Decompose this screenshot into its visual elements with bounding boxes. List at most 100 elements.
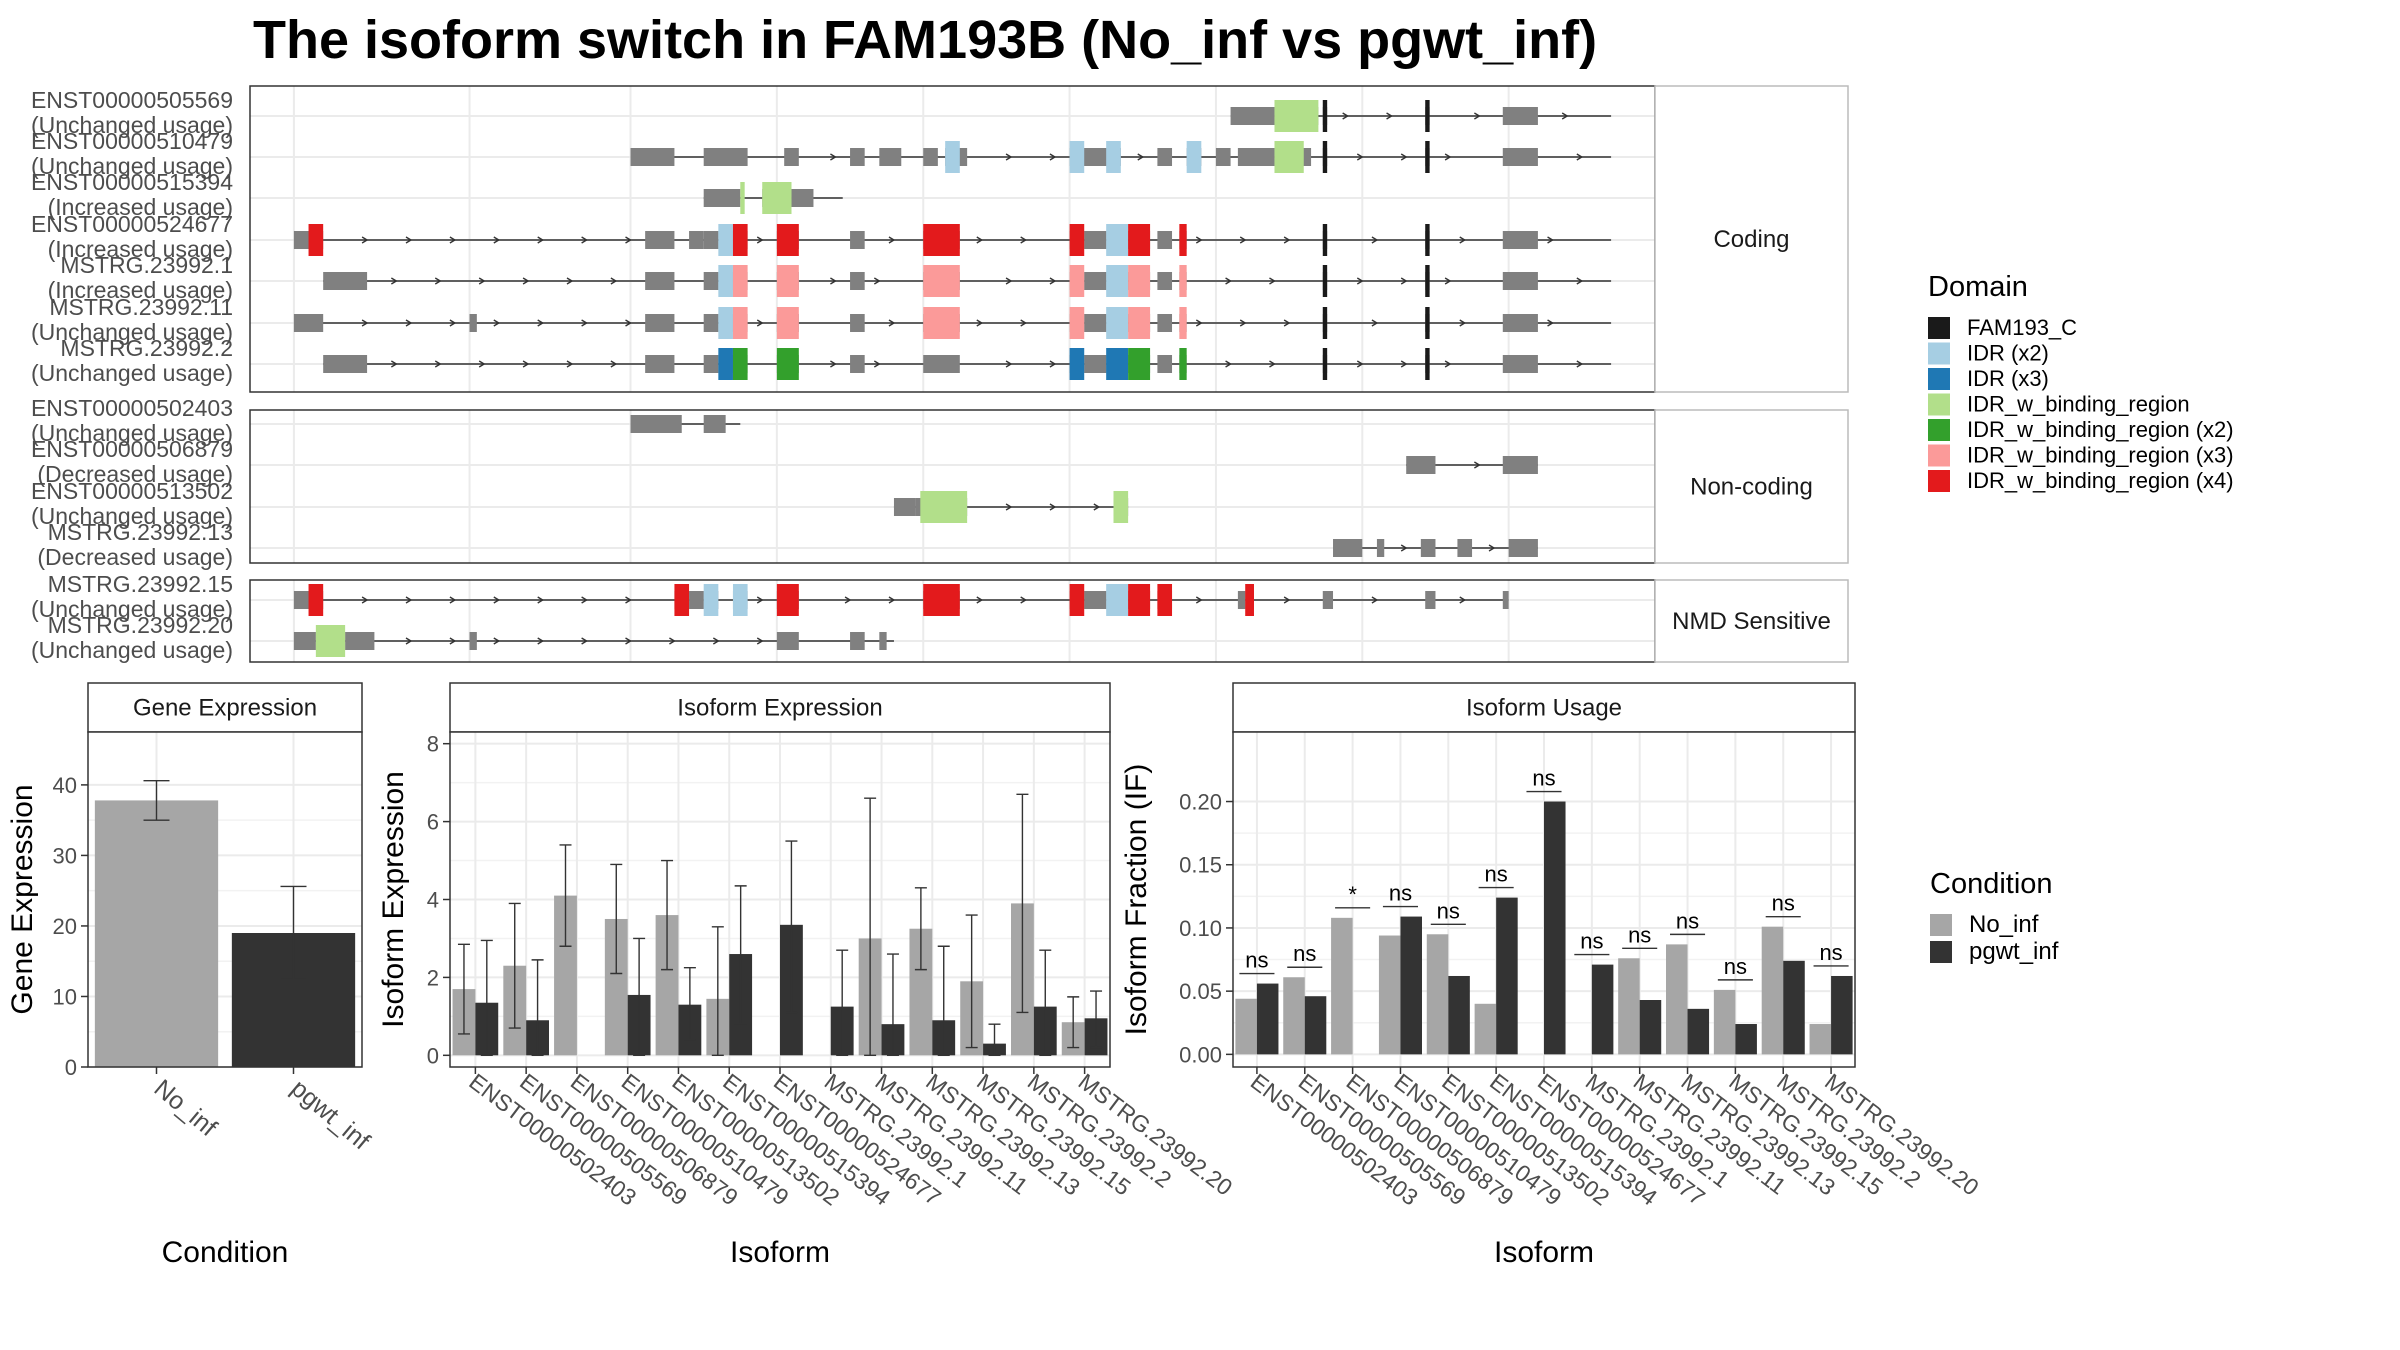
strand-arrow: [1020, 596, 1028, 604]
domain-idr-w-binding-region-x3-: [1069, 265, 1085, 297]
domain-idr-w-binding-region-x4-: [308, 224, 324, 256]
exon: [1425, 591, 1436, 609]
strand-arrow: [844, 596, 852, 604]
isoform-status: (Unchanged usage): [31, 360, 233, 386]
strand-arrow: [1356, 277, 1364, 285]
domain-idr-x2-: [1186, 141, 1202, 173]
strand-arrow: [1195, 236, 1203, 244]
strand-arrow: [449, 319, 457, 327]
strand-arrow: [493, 596, 501, 604]
y-tick-label: 0.15: [1179, 853, 1222, 878]
strand-arrow: [566, 277, 574, 285]
strand-arrow: [522, 277, 530, 285]
strand-arrow: [625, 637, 632, 645]
panel-border: [87, 731, 363, 1068]
y-tick-label: 2: [427, 965, 439, 990]
domain-idr-w-binding-region: [920, 491, 968, 523]
error-bar: [886, 953, 899, 1057]
x-axis-title: Isoform: [1494, 1236, 1594, 1269]
domain-idr-w-binding-region-x3-: [776, 307, 799, 339]
strand-arrow: [1239, 319, 1247, 327]
facet-strip-label: Coding: [1713, 226, 1789, 253]
exon: [1230, 107, 1275, 125]
strand-arrow: [1269, 360, 1276, 368]
domain-idr-w-binding-region-x2-: [1128, 348, 1151, 380]
exon: [1502, 355, 1538, 373]
domain-idr-x3-: [1069, 348, 1085, 380]
strand-arrow: [1283, 596, 1291, 604]
domain-idr-w-binding-region-x4-: [923, 224, 960, 256]
domain-fam193-c: [1425, 141, 1430, 173]
strand-arrow: [1005, 360, 1013, 368]
facet-strip: [87, 682, 363, 733]
y-axis-title: Isoform Expression: [377, 771, 410, 1028]
domain-idr-x2-: [718, 265, 733, 297]
legend-label: FAM193_C: [1967, 315, 2077, 340]
bar: [1687, 1008, 1710, 1055]
bar: [1831, 975, 1853, 1055]
bar: [1474, 1003, 1497, 1055]
facet-strip: [1654, 579, 1849, 663]
error-bar: [610, 863, 623, 975]
facet-strip: [1232, 682, 1856, 733]
strand-arrow: [1049, 360, 1057, 368]
strand-arrow: [1342, 112, 1350, 120]
domain-fam193-c: [1425, 224, 1430, 256]
strand-arrow: [1225, 360, 1232, 368]
strand-arrow: [493, 637, 501, 645]
y-tick-label: 0: [65, 1055, 77, 1080]
strand-arrow: [625, 319, 632, 327]
strand-arrow: [537, 236, 545, 244]
significance-label: ns: [1724, 954, 1747, 979]
bar: [1400, 916, 1422, 1055]
isoform-name: MSTRG.23992.13: [48, 519, 233, 545]
strand-arrow: [581, 236, 588, 244]
strand-arrow: [1239, 236, 1247, 244]
isoform-name: MSTRG.23992.2: [60, 335, 233, 361]
isoform-status: (Unchanged usage): [31, 153, 233, 179]
exon: [645, 355, 675, 373]
isoform-name: ENST00000506879: [31, 436, 233, 462]
gene-expression-panel: Gene Expression 0 10 20 30 40 No_inf pgwt_inf Co…: [6, 682, 375, 1269]
strand-arrow: [1371, 236, 1379, 244]
y-tick-label: 0.00: [1179, 1042, 1222, 1067]
exon: [1237, 591, 1246, 609]
isoform-status: (Unchanged usage): [31, 420, 233, 446]
strand-arrow: [537, 319, 545, 327]
exon: [1376, 539, 1385, 557]
strand-arrow: [478, 360, 486, 368]
bar: [1426, 934, 1449, 1055]
error-bar: [1039, 949, 1052, 1057]
exon: [1084, 231, 1107, 249]
legend-key: [1928, 444, 1950, 467]
domain-idr-w-binding-region-x3-: [732, 307, 748, 339]
strand-arrow: [1195, 319, 1203, 327]
domain-idr-x2-: [718, 307, 733, 339]
isoform-name: MSTRG.23992.15: [48, 571, 233, 597]
domain-idr-w-binding-region-x2-: [776, 348, 799, 380]
y-tick-label: 10: [53, 984, 77, 1009]
exon: [323, 272, 368, 290]
strand-arrow: [1269, 277, 1276, 285]
panel-border: [1232, 731, 1856, 1068]
domain-idr-w-binding-region-x3-: [1179, 307, 1187, 339]
error-bar: [864, 797, 877, 1057]
domain-fam193-c: [1322, 224, 1328, 256]
domain-idr-w-binding-region-x4-: [776, 584, 799, 616]
domain-idr-x2-: [1069, 141, 1085, 173]
significance-label: ns: [1628, 922, 1651, 947]
domain-idr-x2-: [1106, 584, 1129, 616]
significance-label: ns: [1437, 898, 1460, 923]
exon: [630, 148, 675, 166]
bar: [1256, 983, 1279, 1055]
exon: [1084, 355, 1107, 373]
strand-arrow: [1576, 153, 1584, 161]
exon: [703, 272, 719, 290]
legend-label: IDR_w_binding_region (x4): [1967, 468, 2234, 493]
isoform-name: MSTRG.23992.20: [48, 612, 233, 638]
isoform-name: ENST00000505569: [31, 87, 233, 113]
strand-arrow: [581, 637, 588, 645]
strand-arrow: [610, 277, 618, 285]
exon: [645, 231, 675, 249]
error-bar: [1090, 990, 1103, 1049]
